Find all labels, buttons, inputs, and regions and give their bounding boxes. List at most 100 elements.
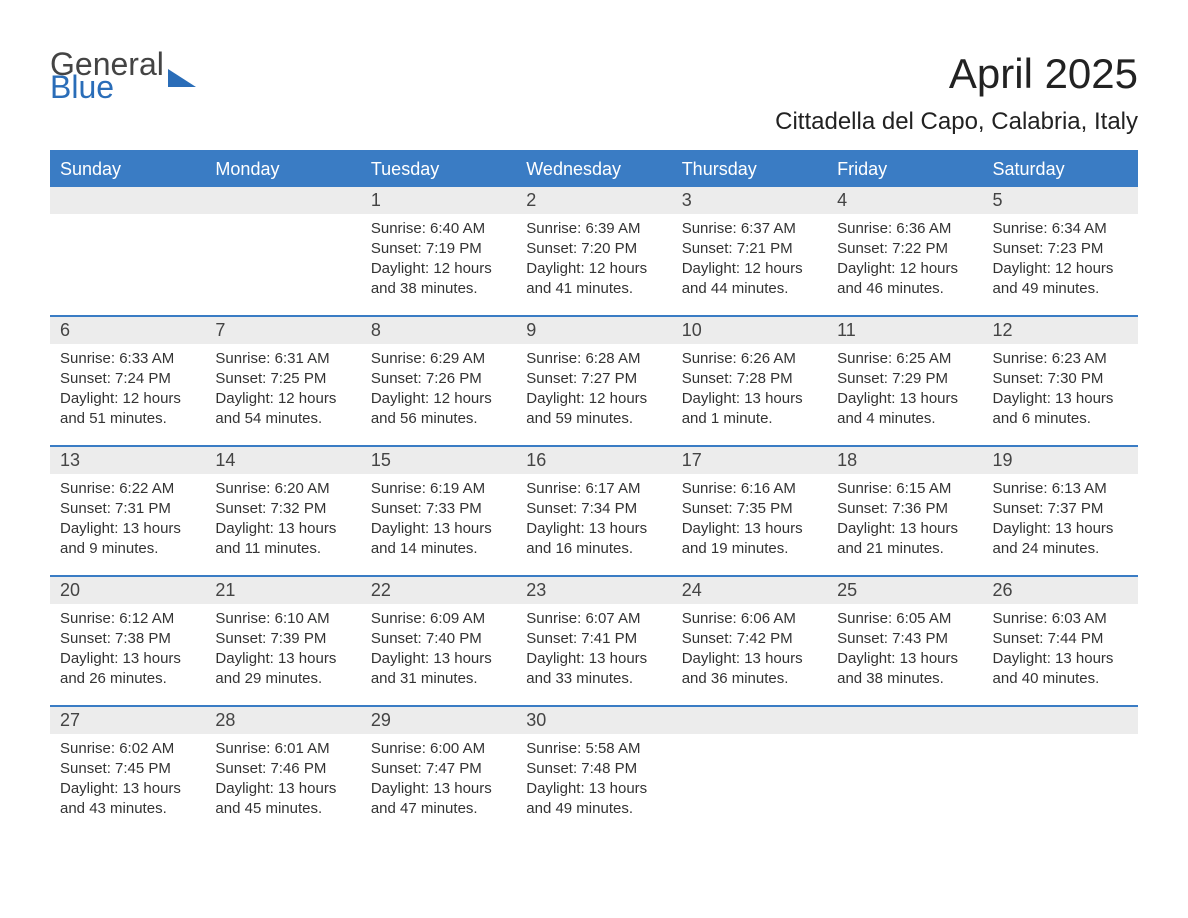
day-content: Sunrise: 6:19 AMSunset: 7:33 PMDaylight:… (361, 474, 516, 560)
day-content: Sunrise: 6:26 AMSunset: 7:28 PMDaylight:… (672, 344, 827, 430)
day-content: Sunrise: 6:17 AMSunset: 7:34 PMDaylight:… (516, 474, 671, 560)
sunrise-line: Sunrise: 5:58 AM (526, 739, 661, 759)
day-number: 10 (672, 317, 827, 344)
day-content: Sunrise: 6:28 AMSunset: 7:27 PMDaylight:… (516, 344, 671, 430)
day-cell: 10Sunrise: 6:26 AMSunset: 7:28 PMDayligh… (672, 317, 827, 445)
sunset-line: Sunset: 7:32 PM (215, 499, 350, 519)
day-content: Sunrise: 6:34 AMSunset: 7:23 PMDaylight:… (983, 214, 1138, 300)
sunset-line: Sunset: 7:35 PM (682, 499, 817, 519)
daylight-line: Daylight: 12 hours and 56 minutes. (371, 389, 506, 430)
day-content: Sunrise: 6:39 AMSunset: 7:20 PMDaylight:… (516, 214, 671, 300)
day-number: 13 (50, 447, 205, 474)
day-number: 25 (827, 577, 982, 604)
daylight-line: Daylight: 13 hours and 9 minutes. (60, 519, 195, 560)
day-content: Sunrise: 6:09 AMSunset: 7:40 PMDaylight:… (361, 604, 516, 690)
day-content: Sunrise: 6:20 AMSunset: 7:32 PMDaylight:… (205, 474, 360, 560)
day-number: 1 (361, 187, 516, 214)
daylight-line: Daylight: 13 hours and 6 minutes. (993, 389, 1128, 430)
day-cell: 8Sunrise: 6:29 AMSunset: 7:26 PMDaylight… (361, 317, 516, 445)
daylight-line: Daylight: 13 hours and 1 minute. (682, 389, 817, 430)
weekday-header: Thursday (672, 152, 827, 187)
day-content: Sunrise: 6:07 AMSunset: 7:41 PMDaylight:… (516, 604, 671, 690)
day-cell: 23Sunrise: 6:07 AMSunset: 7:41 PMDayligh… (516, 577, 671, 705)
sunset-line: Sunset: 7:25 PM (215, 369, 350, 389)
day-number (983, 707, 1138, 734)
day-content: Sunrise: 6:00 AMSunset: 7:47 PMDaylight:… (361, 734, 516, 820)
sunrise-line: Sunrise: 6:29 AM (371, 349, 506, 369)
day-cell: 2Sunrise: 6:39 AMSunset: 7:20 PMDaylight… (516, 187, 671, 315)
sunset-line: Sunset: 7:21 PM (682, 239, 817, 259)
day-content: Sunrise: 6:36 AMSunset: 7:22 PMDaylight:… (827, 214, 982, 300)
sunset-line: Sunset: 7:31 PM (60, 499, 195, 519)
day-number: 17 (672, 447, 827, 474)
sunset-line: Sunset: 7:36 PM (837, 499, 972, 519)
day-cell: 3Sunrise: 6:37 AMSunset: 7:21 PMDaylight… (672, 187, 827, 315)
day-cell (827, 707, 982, 835)
day-number: 20 (50, 577, 205, 604)
day-number: 22 (361, 577, 516, 604)
sunrise-line: Sunrise: 6:17 AM (526, 479, 661, 499)
day-cell: 14Sunrise: 6:20 AMSunset: 7:32 PMDayligh… (205, 447, 360, 575)
weeks-container: 1Sunrise: 6:40 AMSunset: 7:19 PMDaylight… (50, 187, 1138, 835)
day-number: 23 (516, 577, 671, 604)
day-content: Sunrise: 6:29 AMSunset: 7:26 PMDaylight:… (361, 344, 516, 430)
day-cell: 30Sunrise: 5:58 AMSunset: 7:48 PMDayligh… (516, 707, 671, 835)
day-cell (672, 707, 827, 835)
daylight-line: Daylight: 13 hours and 4 minutes. (837, 389, 972, 430)
day-number: 12 (983, 317, 1138, 344)
weekday-header-row: SundayMondayTuesdayWednesdayThursdayFrid… (50, 152, 1138, 187)
day-number: 7 (205, 317, 360, 344)
week-row: 6Sunrise: 6:33 AMSunset: 7:24 PMDaylight… (50, 315, 1138, 445)
sunrise-line: Sunrise: 6:13 AM (993, 479, 1128, 499)
daylight-line: Daylight: 13 hours and 36 minutes. (682, 649, 817, 690)
daylight-line: Daylight: 12 hours and 41 minutes. (526, 259, 661, 300)
sunset-line: Sunset: 7:20 PM (526, 239, 661, 259)
weekday-header: Saturday (983, 152, 1138, 187)
day-cell: 29Sunrise: 6:00 AMSunset: 7:47 PMDayligh… (361, 707, 516, 835)
daylight-line: Daylight: 12 hours and 54 minutes. (215, 389, 350, 430)
sunrise-line: Sunrise: 6:12 AM (60, 609, 195, 629)
header: General Blue April 2025 (50, 50, 1138, 102)
day-cell: 27Sunrise: 6:02 AMSunset: 7:45 PMDayligh… (50, 707, 205, 835)
day-cell: 13 Sunrise: 6:22 AMSunset: 7:31 PMDayligh… (50, 447, 205, 575)
sunset-line: Sunset: 7:38 PM (60, 629, 195, 649)
sunset-line: Sunset: 7:19 PM (371, 239, 506, 259)
logo-word-blue: Blue (50, 73, 164, 102)
day-number: 26 (983, 577, 1138, 604)
sunset-line: Sunset: 7:34 PM (526, 499, 661, 519)
day-number: 29 (361, 707, 516, 734)
sunrise-line: Sunrise: 6:01 AM (215, 739, 350, 759)
day-number: 19 (983, 447, 1138, 474)
sunrise-line: Sunrise: 6:39 AM (526, 219, 661, 239)
sunrise-line: Sunrise: 6:26 AM (682, 349, 817, 369)
day-content: Sunrise: 6:02 AMSunset: 7:45 PMDaylight:… (50, 734, 205, 820)
sunset-line: Sunset: 7:22 PM (837, 239, 972, 259)
sunrise-line: Sunrise: 6:22 AM (60, 479, 195, 499)
day-content: Sunrise: 6:06 AMSunset: 7:42 PMDaylight:… (672, 604, 827, 690)
day-number: 30 (516, 707, 671, 734)
day-content: Sunrise: 6:37 AMSunset: 7:21 PMDaylight:… (672, 214, 827, 300)
day-cell: 16Sunrise: 6:17 AMSunset: 7:34 PMDayligh… (516, 447, 671, 575)
day-cell: 6Sunrise: 6:33 AMSunset: 7:24 PMDaylight… (50, 317, 205, 445)
day-cell (983, 707, 1138, 835)
sunset-line: Sunset: 7:39 PM (215, 629, 350, 649)
daylight-line: Daylight: 12 hours and 59 minutes. (526, 389, 661, 430)
day-cell: 25Sunrise: 6:05 AMSunset: 7:43 PMDayligh… (827, 577, 982, 705)
sunset-line: Sunset: 7:27 PM (526, 369, 661, 389)
daylight-line: Daylight: 13 hours and 14 minutes. (371, 519, 506, 560)
sunset-line: Sunset: 7:24 PM (60, 369, 195, 389)
sunrise-line: Sunrise: 6:31 AM (215, 349, 350, 369)
sunrise-line: Sunrise: 6:25 AM (837, 349, 972, 369)
daylight-line: Daylight: 12 hours and 46 minutes. (837, 259, 972, 300)
daylight-line: Daylight: 13 hours and 40 minutes. (993, 649, 1128, 690)
daylight-line: Daylight: 12 hours and 44 minutes. (682, 259, 817, 300)
sunrise-line: Sunrise: 6:05 AM (837, 609, 972, 629)
day-cell: 17Sunrise: 6:16 AMSunset: 7:35 PMDayligh… (672, 447, 827, 575)
daylight-line: Daylight: 13 hours and 24 minutes. (993, 519, 1128, 560)
sunset-line: Sunset: 7:48 PM (526, 759, 661, 779)
sunset-line: Sunset: 7:28 PM (682, 369, 817, 389)
day-number (205, 187, 360, 214)
weekday-header: Sunday (50, 152, 205, 187)
sunset-line: Sunset: 7:43 PM (837, 629, 972, 649)
day-content: Sunrise: 6:12 AMSunset: 7:38 PMDaylight:… (50, 604, 205, 690)
